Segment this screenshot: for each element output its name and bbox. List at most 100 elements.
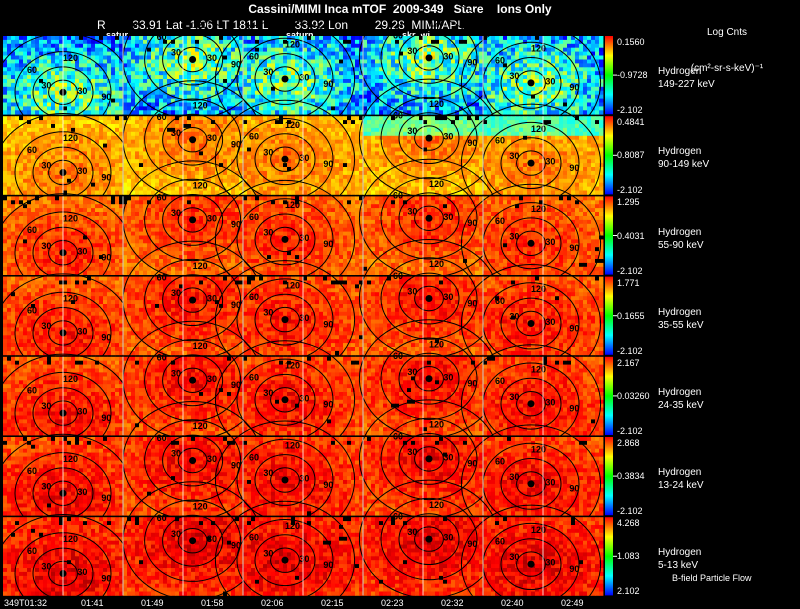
- colorbar-mid-label: 1.083: [617, 551, 640, 561]
- contour-label: 60: [393, 30, 403, 40]
- contour-label: 30: [299, 73, 309, 83]
- contour-label: 90: [231, 220, 241, 230]
- contour-label: 60: [249, 212, 259, 222]
- contour-label: 30: [263, 67, 273, 77]
- contour-label: 90: [231, 59, 241, 69]
- contour-label: 120: [429, 420, 444, 430]
- contour-label: 90: [467, 539, 477, 549]
- contour-label: 30: [41, 321, 51, 331]
- contour-label: 90: [569, 323, 579, 333]
- colorbar-4: [605, 357, 613, 435]
- row-species-label: Hydrogen: [658, 226, 701, 239]
- colorbar-mid-label: 0.3834: [617, 471, 645, 481]
- contour-label: 120: [63, 53, 78, 63]
- contour-label: 120: [531, 525, 546, 535]
- contour-label: 60: [27, 305, 37, 315]
- contour-label: 30: [545, 77, 555, 87]
- contour-label: 60: [249, 533, 259, 543]
- contour-label: 30: [299, 153, 309, 163]
- contour-label: 30: [207, 454, 217, 464]
- contour-label: 30: [545, 237, 555, 247]
- contour-label: 30: [263, 388, 273, 398]
- contour-label: 120: [63, 213, 78, 223]
- contour-label: 60: [495, 136, 505, 146]
- contour-label: 90: [323, 159, 333, 169]
- contour-label: 30: [207, 53, 217, 63]
- contour-label: 90: [467, 58, 477, 68]
- contour-label: 90: [231, 541, 241, 551]
- contour-label: 30: [171, 208, 181, 218]
- colorbar-2: [605, 196, 613, 274]
- contour-label: 30: [171, 368, 181, 378]
- contour-label: 30: [407, 287, 417, 297]
- colorbar-max-label: 1.771: [617, 278, 640, 288]
- contour-label: 30: [443, 132, 453, 142]
- contour-label: 90: [569, 404, 579, 414]
- contour-label: 60: [393, 351, 403, 361]
- contour-label: 120: [531, 124, 546, 134]
- colorbar-max-label: 0.4841: [617, 117, 645, 127]
- time-tick-label: 02:32: [441, 598, 464, 608]
- contour-label: 90: [231, 140, 241, 150]
- contour-label: 30: [509, 392, 519, 402]
- contour-label: 30: [299, 313, 309, 323]
- row-species-label: Hydrogen: [658, 546, 701, 559]
- contour-label: 90: [323, 400, 333, 410]
- contour-label: 90: [323, 560, 333, 570]
- contour-label: 120: [285, 40, 300, 50]
- row-energy-label: 35-55 keV: [658, 319, 704, 332]
- contour-label: 30: [407, 126, 417, 136]
- contour-label: 90: [231, 300, 241, 310]
- colorbar-mid-label: 0.1655: [617, 311, 645, 321]
- contour-label: 120: [193, 501, 208, 511]
- time-tick-label: 01:58: [201, 598, 224, 608]
- row-energy-label: 24-35 keV: [658, 399, 704, 412]
- contour-label: 120: [193, 341, 208, 351]
- contour-label: 30: [171, 288, 181, 298]
- contour-label: 90: [101, 493, 111, 503]
- contour-label: 30: [171, 449, 181, 459]
- contour-label: 60: [27, 546, 37, 556]
- contour-label: 90: [323, 319, 333, 329]
- colorbar-min-label: -2.102: [617, 266, 643, 276]
- contour-label: 30: [77, 86, 87, 96]
- contour-label: 60: [157, 273, 167, 283]
- contour-label: 30: [207, 133, 217, 143]
- time-tick-label: 02:23: [381, 598, 404, 608]
- contour-label: 60: [249, 52, 259, 62]
- contour-label: 90: [101, 573, 111, 583]
- contour-label: 120: [429, 339, 444, 349]
- contour-label: 30: [263, 468, 273, 478]
- contour-label: 30: [509, 231, 519, 241]
- row-energy-label: 55-90 keV: [658, 239, 704, 252]
- contour-label: 60: [157, 112, 167, 122]
- row-species-label: Hydrogen: [658, 306, 701, 319]
- contour-label: 60: [495, 376, 505, 386]
- contour-label: 120: [285, 280, 300, 290]
- contour-label: 60: [495, 216, 505, 226]
- contour-label: 30: [545, 157, 555, 167]
- contour-label: 60: [495, 55, 505, 65]
- contour-label: 30: [545, 317, 555, 327]
- contour-label: 30: [77, 327, 87, 337]
- contour-label: 120: [193, 20, 208, 30]
- contour-label: 30: [443, 292, 453, 302]
- colorbar-mid-label: -0.9728: [617, 70, 648, 80]
- contour-label: 90: [323, 480, 333, 490]
- contour-label: 90: [231, 380, 241, 390]
- contour-label: 30: [443, 533, 453, 543]
- contour-label: 30: [509, 472, 519, 482]
- contour-label: 30: [443, 453, 453, 463]
- contour-label: 30: [171, 128, 181, 138]
- contour-label: 90: [467, 218, 477, 228]
- contour-label: 60: [157, 513, 167, 523]
- contour-label: 120: [531, 284, 546, 294]
- colorbar-min-label: 2.102: [617, 586, 640, 596]
- row-species-label: Hydrogen: [658, 386, 701, 399]
- contour-label: 30: [509, 71, 519, 81]
- contour-label: 60: [27, 225, 37, 235]
- contour-label: 60: [27, 65, 37, 75]
- contour-label: 30: [41, 161, 51, 171]
- contour-label: 60: [393, 191, 403, 201]
- contour-label: 30: [299, 393, 309, 403]
